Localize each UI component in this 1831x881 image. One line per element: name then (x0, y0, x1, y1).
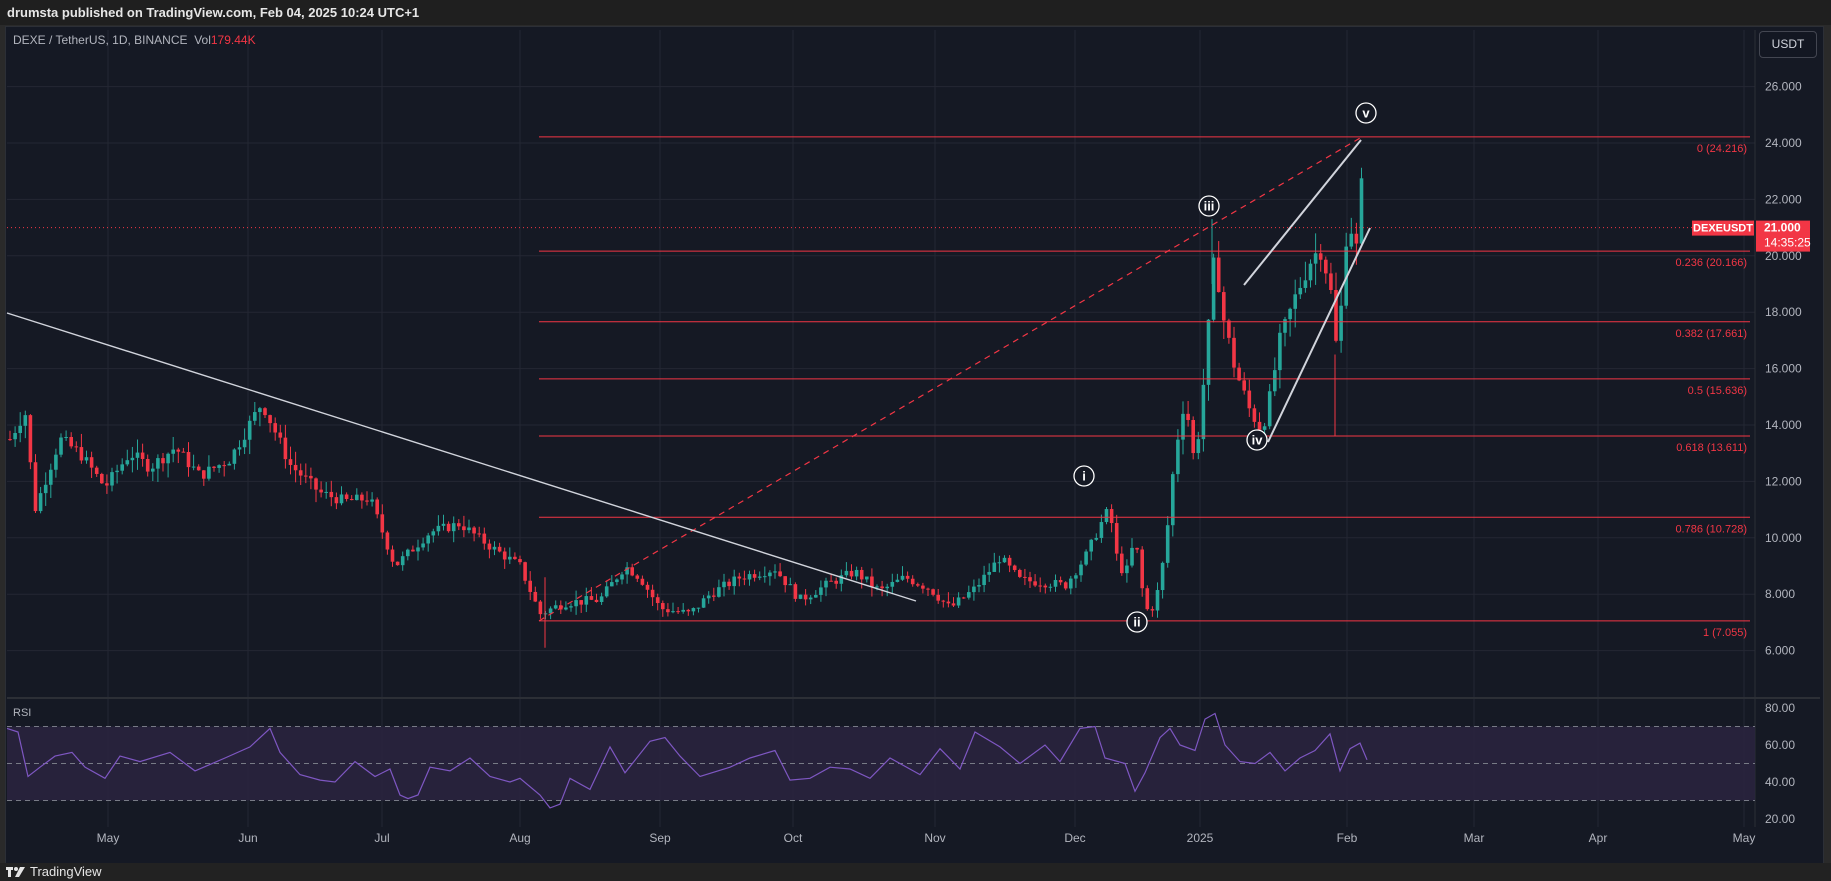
time-axis-tick: Oct (784, 831, 803, 845)
publish-header: drumsta published on TradingView.com, Fe… (0, 0, 1831, 25)
time-axis-tick: Jul (374, 831, 389, 845)
fib-level-label: 0.618 (13.611) (1676, 442, 1747, 454)
rsi-axis-tick: 40.00 (1765, 775, 1795, 789)
time-axis-tick: Jun (238, 831, 257, 845)
wave-label-iii[interactable]: iii (1198, 195, 1220, 217)
svg-text:ii: ii (1133, 615, 1140, 630)
fib-level-label: 1 (7.055) (1703, 627, 1747, 639)
candles (8, 167, 1364, 648)
footer: TradingView (0, 863, 1831, 881)
wave-label-iv[interactable]: iv (1246, 429, 1268, 451)
time-axis-tick: Dec (1064, 831, 1085, 845)
price-axis-tick: 8.000 (1765, 587, 1795, 601)
wedge-upper-line[interactable] (1243, 139, 1362, 286)
rsi-axis-tick: 80.00 (1765, 701, 1795, 715)
svg-text:21.000: 21.000 (1764, 221, 1801, 235)
vol-value: 179.44K (210, 33, 256, 47)
rsi-line (6, 712, 1368, 809)
price-axis-tick: 16.000 (1765, 362, 1802, 376)
fib-level-label: 0.236 (20.166) (1675, 257, 1747, 269)
rsi-axis-tick: 60.00 (1765, 738, 1795, 752)
price-axis-tick: 10.000 (1765, 531, 1802, 545)
time-axis-tick: Mar (1464, 831, 1485, 845)
rsi-title: RSI (13, 707, 31, 719)
time-axis-tick: 2025 (1187, 831, 1214, 845)
symbol-legend: DEXE / TetherUS, 1D, BINANCE Vol179.44K (13, 33, 256, 47)
fib-level-label: 0 (24.216) (1697, 143, 1747, 155)
time-axis-tick: Nov (924, 831, 945, 845)
svg-text:iii: iii (1204, 199, 1215, 214)
svg-text:14:35:25: 14:35:25 (1764, 236, 1811, 250)
brand-label: TradingView (30, 864, 102, 879)
grid (7, 30, 1820, 827)
time-axis-tick: Feb (1337, 831, 1358, 845)
chart-frame[interactable] (5, 26, 1824, 864)
currency-button[interactable]: USDT (1759, 31, 1817, 58)
time-axis-tick: Apr (1589, 831, 1608, 845)
fib-level-label: 0.382 (17.661) (1675, 328, 1747, 340)
symbol-label: DEXE / TetherUS, 1D, BINANCE (13, 33, 188, 47)
wave-label-v[interactable]: v (1355, 102, 1377, 124)
svg-text:DEXEUSDT: DEXEUSDT (1693, 223, 1753, 235)
price-axis-tick: 26.000 (1765, 80, 1802, 94)
fib-trend-line[interactable] (538, 136, 1363, 622)
tradingview-logo[interactable]: TradingView (6, 864, 102, 879)
fib-level-label: 0.786 (10.728) (1675, 523, 1747, 535)
time-axis[interactable]: May Jun Jul Aug Sep Oct Nov Dec 2025 Feb Mar Apr May (97, 831, 1756, 845)
time-axis-tick: May (97, 831, 120, 845)
price-axis-tick: 6.000 (1765, 644, 1795, 658)
fib-level-label: 0.5 (15.636) (1688, 385, 1747, 397)
time-axis-tick: May (1733, 831, 1756, 845)
price-axis-tick: 12.000 (1765, 474, 1802, 488)
wedge-lower-line[interactable] (1267, 227, 1371, 443)
price-axis[interactable]: 26.000 24.000 22.000 20.000 18.000 16.000 14.0… (1765, 80, 1802, 658)
time-axis-tick: Sep (649, 831, 671, 845)
vol-label: Vol (194, 33, 211, 47)
time-axis-tick: Aug (509, 831, 530, 845)
svg-text:v: v (1362, 106, 1370, 121)
tradingview-logo-icon (6, 866, 25, 877)
price-axis-tick: 14.000 (1765, 418, 1802, 432)
published-text: drumsta published on TradingView.com, Fe… (7, 5, 420, 20)
wave-label-ii[interactable]: ii (1126, 611, 1148, 633)
rsi-pane[interactable]: RSI 80.00 60.00 40.00 20.00 (6, 701, 1795, 826)
svg-text:iv: iv (1252, 433, 1264, 448)
price-axis-tick: 22.000 (1765, 192, 1802, 206)
rsi-axis-tick: 20.00 (1765, 812, 1795, 826)
svg-text:i: i (1082, 469, 1086, 484)
fibonacci-retracement[interactable]: 0 (24.216) 0.236 (20.166) 0.382 (17.661) 0.… (538, 136, 1750, 639)
wave-label-i[interactable]: i (1073, 465, 1095, 487)
price-axis-tick: 24.000 (1765, 136, 1802, 150)
trendlines[interactable] (6, 139, 1371, 602)
price-axis-tick: 18.000 (1765, 305, 1802, 319)
price-axis-tick: 20.000 (1765, 249, 1802, 263)
downtrend-line[interactable] (6, 312, 917, 602)
